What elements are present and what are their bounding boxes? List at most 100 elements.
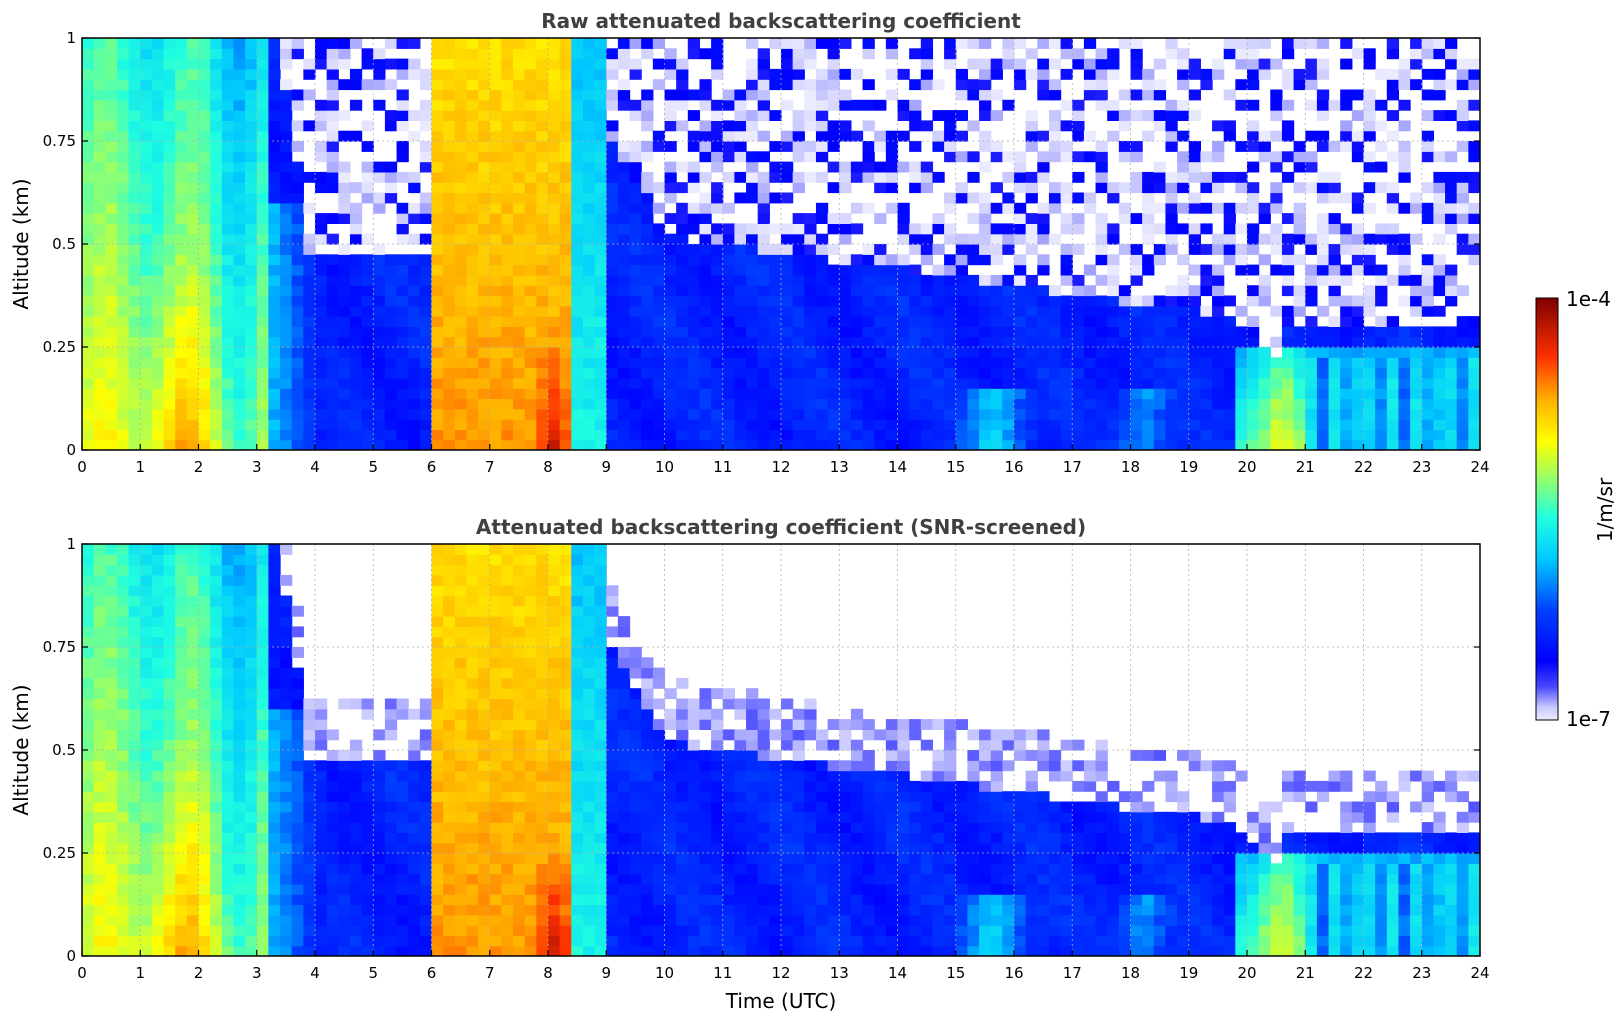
heatmap-cell	[186, 68, 200, 80]
heatmap-cell	[734, 264, 747, 276]
heatmap-cell	[781, 38, 794, 49]
heatmap-cell	[524, 377, 537, 389]
heatmap-cell	[280, 822, 293, 833]
heatmap-cell	[1305, 419, 1318, 430]
heatmap-cell	[315, 367, 328, 379]
heatmap-cell	[268, 439, 281, 450]
heatmap-cell	[1223, 254, 1236, 266]
heatmap-cell	[175, 863, 188, 875]
heatmap-cell	[1316, 182, 1330, 194]
heatmap-cell	[233, 719, 246, 730]
heatmap-cell	[210, 130, 223, 142]
heatmap-cell	[280, 141, 293, 152]
heatmap-cell	[1305, 264, 1318, 276]
heatmap-cell	[151, 914, 165, 926]
heatmap-cell	[233, 58, 246, 70]
heatmap-cell	[175, 873, 188, 885]
heatmap-cell	[944, 398, 957, 410]
heatmap-cell	[128, 79, 141, 91]
heatmap-cell	[944, 254, 957, 266]
heatmap-cell	[664, 419, 677, 430]
heatmap-cell	[82, 636, 95, 648]
heatmap-cell	[1142, 398, 1155, 410]
heatmap-cell	[140, 822, 153, 833]
heatmap-cell	[1351, 254, 1365, 266]
heatmap-cell	[466, 99, 479, 111]
heatmap-cell	[466, 419, 479, 430]
heatmap-cell	[419, 408, 433, 420]
heatmap-cell	[443, 68, 456, 80]
heatmap-cell	[175, 719, 188, 730]
heatmap-cell	[1118, 326, 1132, 338]
heatmap-cell	[396, 760, 409, 772]
heatmap-cell	[116, 770, 130, 782]
heatmap-cell	[256, 698, 269, 710]
heatmap-cell	[792, 254, 805, 266]
heatmap-cell	[268, 151, 281, 163]
heatmap-cell	[920, 377, 934, 389]
heatmap-cell	[501, 141, 514, 152]
heatmap-cell	[757, 429, 770, 441]
heatmap-cell	[105, 647, 118, 658]
heatmap-cell	[920, 68, 934, 80]
heatmap-cell	[221, 151, 235, 163]
heatmap-cell	[850, 316, 864, 327]
heatmap-cell	[291, 863, 304, 875]
heatmap-cell	[198, 863, 211, 875]
heatmap-cell	[163, 141, 176, 152]
heatmap-cell	[1142, 336, 1155, 348]
heatmap-cell	[781, 347, 794, 358]
heatmap-cell	[280, 120, 293, 132]
heatmap-cell	[548, 336, 561, 348]
heatmap-cell	[419, 233, 433, 245]
heatmap-cell	[1048, 233, 1062, 245]
heatmap-cell	[1235, 254, 1248, 266]
heatmap-cell	[303, 719, 316, 730]
heatmap-cell	[198, 388, 211, 400]
heatmap-cell	[874, 388, 887, 400]
heatmap-cell	[839, 120, 852, 132]
heatmap-cell	[291, 770, 304, 782]
heatmap-cell	[396, 811, 409, 823]
heatmap-cell	[804, 244, 817, 255]
heatmap-cell	[1165, 347, 1178, 358]
heatmap-cell	[116, 254, 130, 266]
heatmap-cell	[990, 202, 1003, 214]
heatmap-cell	[116, 811, 130, 823]
heatmap-cell	[151, 564, 165, 576]
heatmap-cell	[722, 419, 735, 430]
heatmap-cell	[291, 935, 304, 947]
heatmap-cell	[629, 202, 642, 214]
heatmap-cell	[1247, 326, 1260, 338]
heatmap-cell	[536, 264, 549, 276]
heatmap-cell	[629, 367, 642, 379]
heatmap-cell	[408, 305, 421, 317]
heatmap-cell	[606, 367, 619, 379]
heatmap-cell	[291, 729, 304, 741]
heatmap-cell	[163, 626, 176, 638]
heatmap-cell	[1281, 274, 1295, 286]
heatmap-cell	[536, 326, 549, 338]
heatmap-cell	[850, 161, 864, 173]
heatmap-cell	[1305, 182, 1318, 194]
heatmap-cell	[82, 935, 95, 947]
heatmap-cell	[1188, 367, 1201, 379]
heatmap-cell	[734, 295, 747, 307]
heatmap-cell	[1421, 48, 1434, 60]
heatmap-cell	[151, 367, 165, 379]
heatmap-cell	[1468, 233, 1480, 245]
heatmap-cell	[746, 110, 759, 121]
heatmap-cell	[233, 264, 246, 276]
heatmap-cell	[280, 233, 293, 245]
heatmap-cell	[1363, 419, 1376, 430]
heatmap-cell	[443, 408, 456, 420]
heatmap-cell	[1223, 233, 1236, 245]
x-tick-label: 12	[771, 458, 790, 476]
heatmap-cell	[1118, 120, 1132, 132]
heatmap-cell	[1188, 192, 1201, 204]
heatmap-cell	[140, 574, 153, 586]
heatmap-cell	[513, 367, 526, 379]
heatmap-cell	[1398, 347, 1411, 358]
heatmap-cell	[326, 233, 339, 245]
heatmap-cell	[105, 419, 118, 430]
